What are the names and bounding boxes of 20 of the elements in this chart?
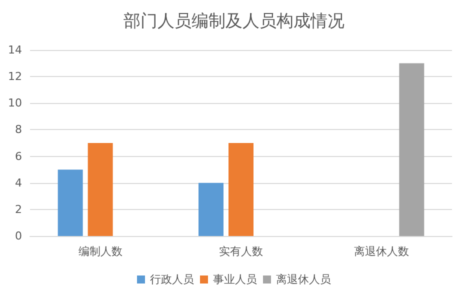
bar — [399, 63, 424, 236]
bar — [198, 182, 224, 236]
y-tick-label: 0 — [15, 230, 22, 242]
bar — [88, 143, 113, 236]
bar — [228, 143, 254, 236]
bar — [58, 170, 83, 236]
y-tick-label: 12 — [8, 70, 22, 84]
chart-title: 部门人员编制及人员构成情况 — [124, 12, 344, 32]
y-tick-label: 10 — [8, 96, 22, 110]
legend-label: 事业人员 — [213, 273, 257, 286]
x-tick-label: 离退休人数 — [354, 245, 410, 258]
y-tick-label: 4 — [15, 176, 22, 190]
x-tick-label: 编制人数 — [78, 245, 122, 258]
x-tick-label: 实有人数 — [219, 245, 263, 258]
legend-label: 行政人员 — [150, 273, 194, 286]
y-tick-label: 8 — [15, 123, 22, 136]
y-tick-label: 2 — [15, 202, 22, 216]
y-tick-label: 14 — [8, 44, 22, 56]
y-tick-label: 6 — [15, 150, 22, 163]
legend-label: 离退休人员 — [276, 273, 331, 286]
